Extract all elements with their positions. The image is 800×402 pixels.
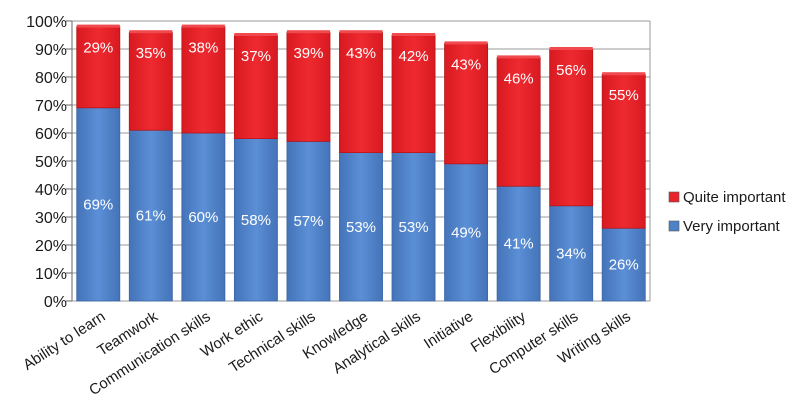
bars: 69% 29% 61% 35% 60% 38% 58% 37% 57% 39% 53% 43% 53% 4… — [76, 24, 646, 302]
data-label: 38% — [188, 40, 218, 57]
y-tick-label: 100% — [26, 14, 67, 31]
bar-quite-important — [286, 31, 331, 142]
bar-very-important — [76, 107, 121, 302]
bar-top-cap — [76, 24, 120, 28]
legend-label: Quite important — [683, 189, 786, 206]
bar-quite-important — [444, 43, 489, 165]
x-tick-group: Analytical skills — [330, 308, 424, 377]
data-label: 34% — [556, 245, 586, 262]
data-label: 69% — [83, 196, 113, 213]
bar-very-important — [128, 129, 173, 302]
bar-quite-important — [391, 34, 436, 153]
data-label: 35% — [136, 45, 166, 62]
y-tick-label: 30% — [35, 210, 67, 227]
bar-top-cap — [286, 30, 330, 34]
bar-top-cap — [444, 41, 488, 45]
bar-very-important — [233, 138, 278, 302]
y-axis: 0% 10% 20% 30% 40% 50% 60% 70% 80% 90% 100% — [26, 14, 651, 311]
data-label: 42% — [399, 48, 429, 65]
data-label: 58% — [241, 212, 271, 229]
bar-quite-important — [601, 73, 646, 229]
data-label: 29% — [83, 40, 113, 57]
bar-very-important — [496, 185, 541, 302]
data-label: 49% — [451, 224, 481, 241]
bar-top-cap — [602, 72, 646, 76]
data-label: 43% — [451, 56, 481, 73]
data-label: 61% — [136, 208, 166, 225]
legend: Quite important Very important — [668, 189, 786, 235]
bar-top-cap — [129, 30, 173, 34]
y-tick-label: 90% — [35, 42, 67, 59]
bar-very-important — [601, 227, 646, 302]
y-tick-label: 80% — [35, 70, 67, 87]
x-tick-label: Ability to learn — [20, 308, 108, 374]
x-tick-label: Initiative — [421, 308, 476, 352]
data-label: 55% — [609, 87, 639, 104]
bar-quite-important — [549, 48, 594, 207]
x-tick-group: Initiative — [421, 308, 476, 352]
data-label: 41% — [504, 236, 534, 253]
y-tick-label: 10% — [35, 266, 67, 283]
bar-very-important — [391, 152, 436, 302]
bar-top-cap — [181, 24, 225, 28]
data-label: 57% — [293, 213, 323, 230]
bar-top-cap — [497, 55, 541, 59]
data-label: 60% — [188, 209, 218, 226]
bar-quite-important — [339, 31, 383, 154]
y-tick-label: 60% — [35, 126, 67, 143]
y-tick-label: 50% — [35, 154, 67, 171]
x-tick-group: Computer skills — [486, 308, 581, 378]
data-label: 56% — [556, 62, 586, 79]
x-tick-label: Computer skills — [486, 308, 581, 378]
bar-quite-important — [496, 57, 541, 187]
data-label: 53% — [399, 219, 429, 236]
data-label: 53% — [346, 219, 376, 236]
bar-very-important — [181, 132, 226, 302]
bar-top-cap — [234, 33, 278, 36]
bar-quite-important — [128, 31, 173, 131]
x-tick-label: Analytical skills — [330, 308, 424, 377]
data-label: 46% — [504, 70, 534, 87]
y-tick-label: 70% — [35, 98, 67, 115]
bar-top-cap — [339, 30, 383, 34]
bar-quite-important — [181, 26, 226, 134]
y-tick-label: 40% — [35, 182, 67, 199]
data-label: 26% — [609, 257, 639, 274]
bar-very-important — [444, 163, 489, 302]
legend-label: Very important — [683, 218, 781, 235]
bar-very-important — [549, 205, 594, 302]
data-label: 37% — [241, 48, 271, 65]
y-tick-label: 20% — [35, 238, 67, 255]
x-tick-group: Ability to learn — [20, 308, 108, 374]
bar-top-cap — [392, 33, 436, 36]
y-tick-label: 0% — [44, 294, 67, 311]
data-label: 43% — [346, 45, 376, 62]
bar-very-important — [286, 140, 331, 302]
bar-quite-important — [233, 34, 278, 139]
bar-very-important — [339, 152, 383, 302]
legend-swatch — [668, 191, 680, 203]
data-label: 39% — [293, 45, 323, 62]
legend-swatch — [668, 220, 680, 232]
bar-top-cap — [549, 47, 593, 50]
